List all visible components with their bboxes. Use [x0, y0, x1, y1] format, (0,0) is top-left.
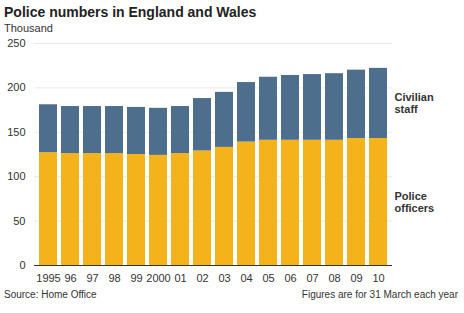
svg-text:150: 150 [7, 126, 25, 138]
svg-text:07: 07 [306, 272, 318, 284]
svg-text:06: 06 [284, 272, 296, 284]
svg-text:1995: 1995 [36, 272, 60, 284]
svg-text:08: 08 [328, 272, 340, 284]
svg-text:96: 96 [64, 272, 76, 284]
svg-text:01: 01 [174, 272, 186, 284]
svg-text:05: 05 [262, 272, 274, 284]
svg-text:03: 03 [218, 272, 230, 284]
svg-text:2000: 2000 [146, 272, 170, 284]
svg-text:97: 97 [86, 272, 98, 284]
svg-text:Policeofficers: Policeofficers [395, 190, 435, 214]
html-text:Police numbers in England and: Police numbers in England and Wales [4, 4, 257, 20]
html-text:Thousand: Thousand [4, 22, 53, 34]
svg-text:99: 99 [130, 272, 142, 284]
svg-text:250: 250 [7, 37, 25, 49]
svg-text:50: 50 [13, 215, 25, 227]
svg-text:09: 09 [350, 272, 362, 284]
svg-text:10: 10 [372, 272, 384, 284]
svg-text:04: 04 [240, 272, 252, 284]
svg-text:Civilianstaff: Civilianstaff [395, 91, 434, 115]
html-text:Figures are for 31 March each: Figures are for 31 March each year [301, 289, 458, 300]
svg-text:98: 98 [108, 272, 120, 284]
svg-text:200: 200 [7, 81, 25, 93]
svg-text:0: 0 [19, 259, 25, 271]
svg-text:02: 02 [196, 272, 208, 284]
html-text:Source: Home Office: Source: Home Office [4, 289, 97, 300]
svg-text:100: 100 [7, 170, 25, 182]
